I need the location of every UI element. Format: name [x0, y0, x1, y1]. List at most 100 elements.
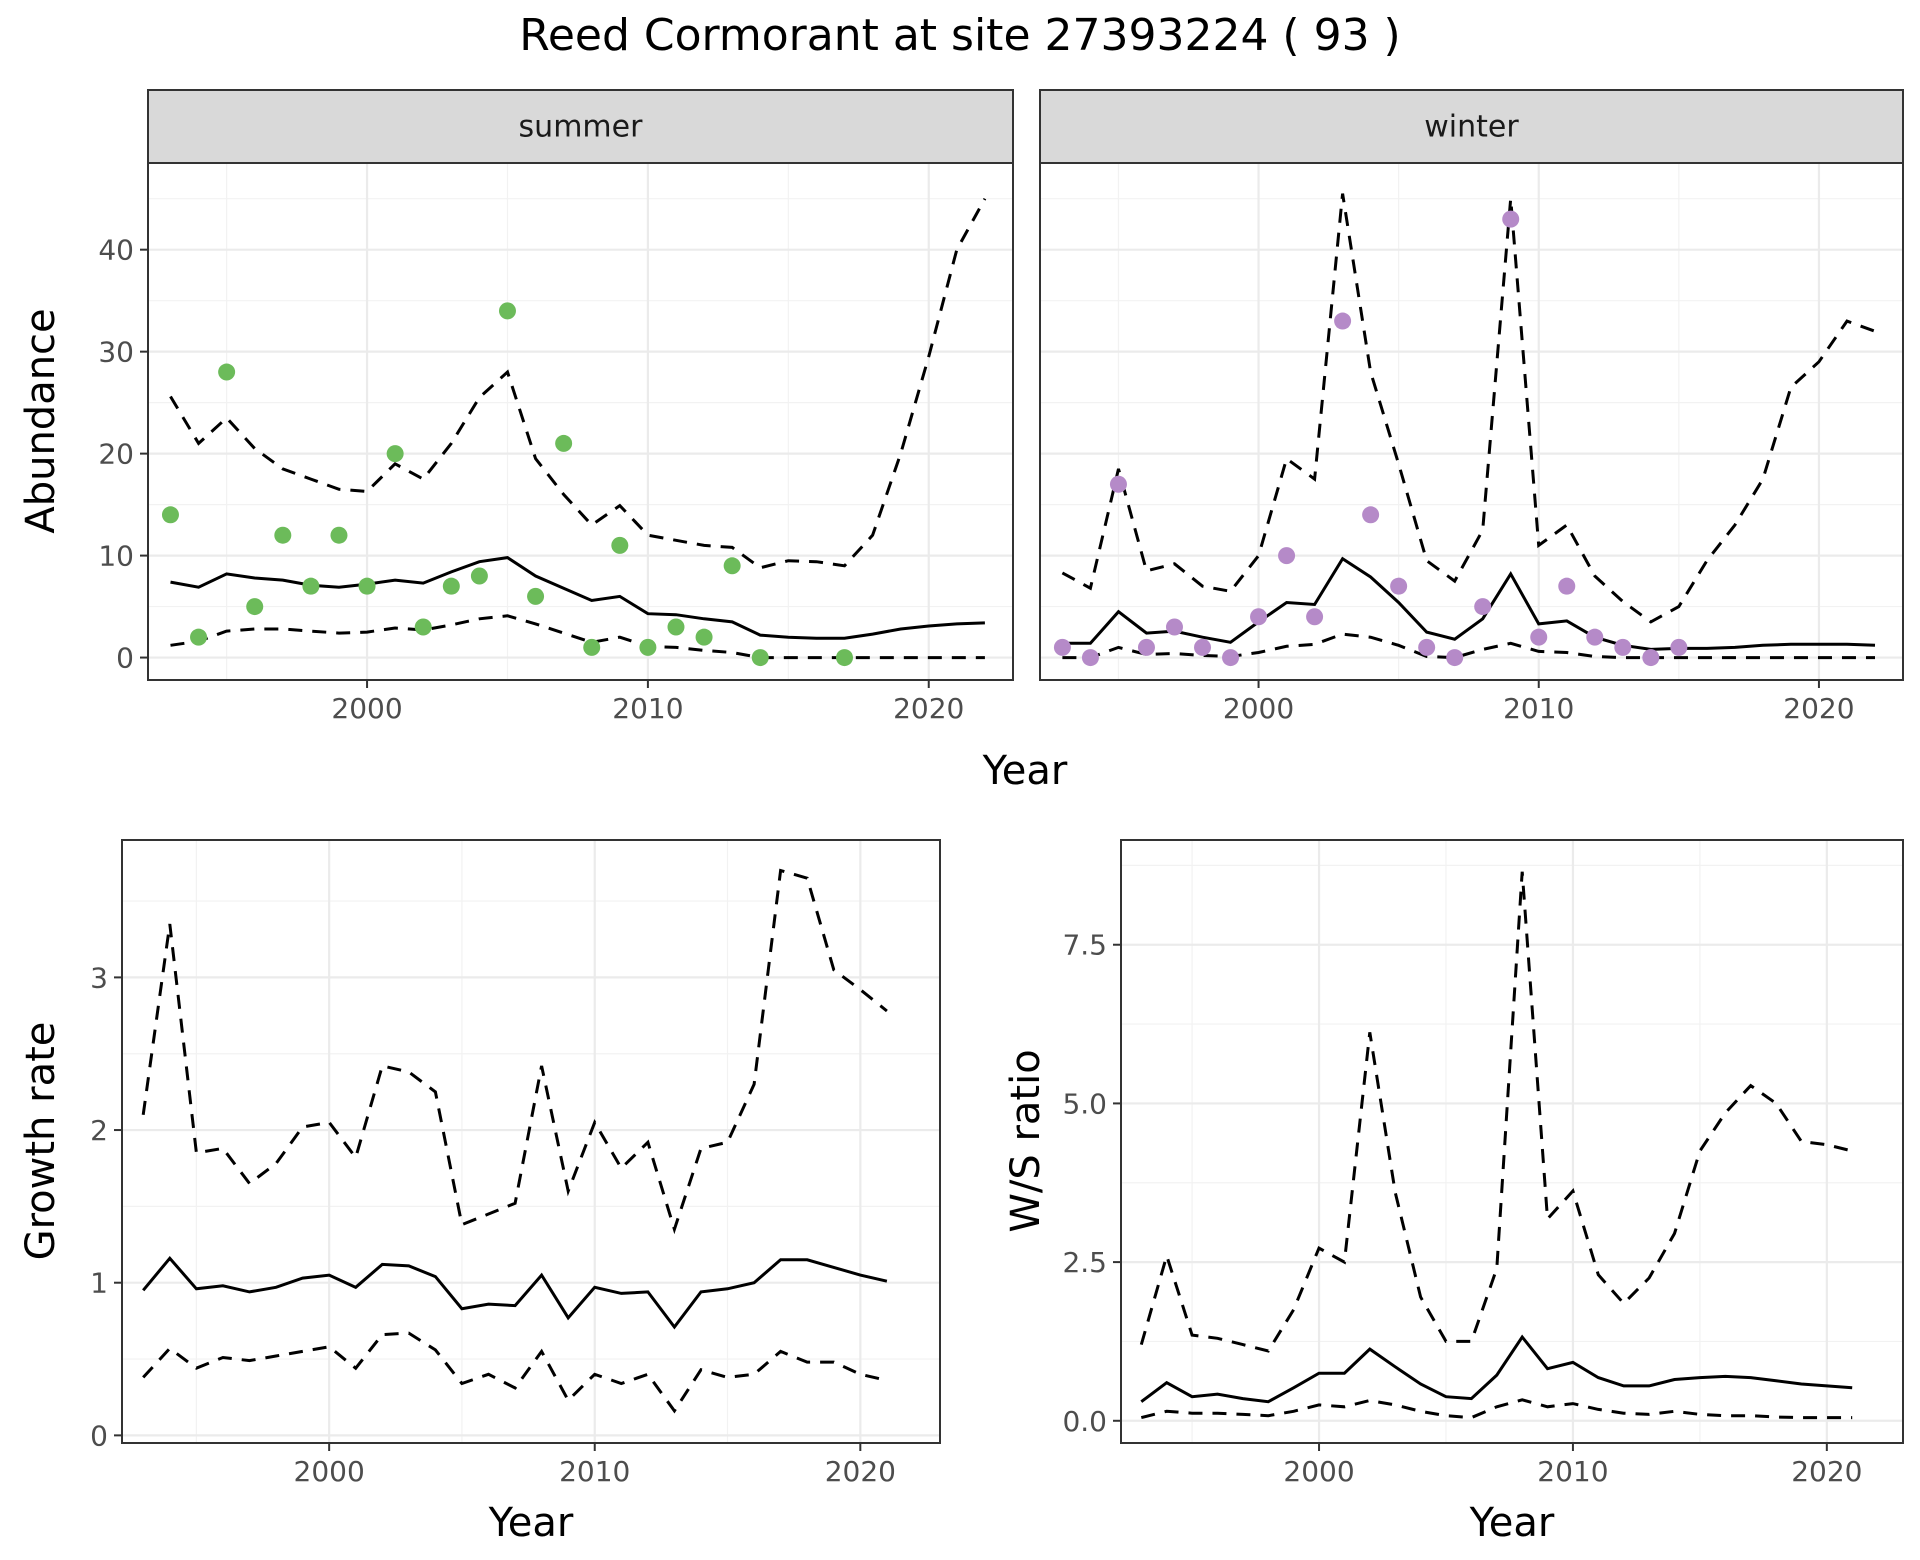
data-point [1222, 649, 1240, 667]
panel-border [1120, 839, 1904, 1444]
data-point [1530, 628, 1548, 646]
x-tick-label: 2020 [1791, 1455, 1862, 1488]
panel-panel-4: 2000 2010 2020 0.0 2.5 5.0 7.5 W/S ratio Year [1003, 839, 1904, 1546]
y-tick-label: 30 [98, 336, 134, 369]
plot-area [148, 163, 1013, 680]
x-tick-label: 2010 [1537, 1455, 1608, 1488]
panel-border [121, 839, 941, 1444]
x-tick-label: 2020 [1783, 692, 1854, 725]
data-point [274, 526, 292, 544]
y-tick-label: 2 [90, 1114, 108, 1147]
series-line-interval-2 [170, 614, 985, 660]
x-tick-label: 2000 [1223, 692, 1294, 725]
data-point [527, 587, 545, 605]
data-point [1334, 312, 1352, 330]
data-point [1670, 638, 1688, 656]
data-point [330, 526, 348, 544]
data-point [161, 506, 179, 524]
x-tick-label: 2000 [294, 1455, 365, 1488]
plot-area [1121, 840, 1903, 1443]
x-tick-label: 2020 [893, 692, 964, 725]
x-axis-title: Year [488, 1500, 574, 1546]
y-tick-label: 3 [90, 961, 108, 994]
x-tick-label: 2020 [825, 1455, 896, 1488]
y-tick-label: 7.5 [1062, 929, 1107, 962]
data-point [1306, 608, 1324, 626]
data-point [1502, 210, 1520, 228]
data-point [302, 577, 320, 595]
x-tick-label: 2010 [559, 1455, 630, 1488]
data-point [470, 567, 488, 585]
data-point [611, 536, 629, 554]
data-point [1109, 475, 1127, 493]
data-point [667, 618, 685, 636]
data-point [751, 649, 769, 667]
data-point [386, 445, 404, 463]
data-point [1278, 547, 1296, 565]
data-point [1194, 638, 1212, 656]
y-tick-label: 10 [98, 540, 134, 573]
plot-area [122, 840, 940, 1443]
data-point [1586, 628, 1604, 646]
y-axis-title: W/S ratio [1003, 1049, 1049, 1232]
series-line-estimate [1062, 556, 1876, 651]
data-point [583, 638, 601, 656]
facet-strip [147, 89, 1014, 164]
y-axis-title: Growth rate [18, 1022, 64, 1261]
y-axis-title: Abundance [18, 308, 64, 533]
figure-title: Reed Cormorant at site 27393224 ( 93 ) [519, 10, 1400, 61]
data-point [246, 598, 264, 616]
y-tick-label: 2.5 [1062, 1246, 1107, 1279]
y-tick-label: 20 [98, 438, 134, 471]
data-point [835, 649, 853, 667]
series-line-interval-2 [1062, 632, 1875, 660]
x-tick-label: 2010 [612, 692, 683, 725]
data-point [1390, 577, 1408, 595]
y-tick-label: 0 [116, 642, 134, 675]
data-point [1558, 577, 1576, 595]
panel-panel-3: 2000 2010 2020 0 1 2 3 Growth rate Year [18, 839, 941, 1546]
data-point [1081, 649, 1099, 667]
series-line-interval-2 [142, 1331, 888, 1414]
data-point [1418, 638, 1436, 656]
series-line-interval-2 [1140, 1398, 1853, 1420]
data-point [555, 434, 573, 452]
x-tick-label: 2000 [331, 692, 402, 725]
series-line-interval-1 [1139, 871, 1853, 1353]
data-point [1250, 608, 1268, 626]
data-point [1137, 638, 1155, 656]
x-tick-label: 2000 [1283, 1455, 1354, 1488]
y-tick-label: 0.0 [1062, 1405, 1107, 1438]
data-point [1446, 649, 1464, 667]
data-point [498, 302, 516, 320]
data-point [639, 638, 657, 656]
data-point [1165, 618, 1183, 636]
data-point [695, 628, 713, 646]
series-line-estimate [142, 1255, 888, 1330]
panel-winter: winter 2000 2010 2020 [1039, 89, 1904, 725]
series-line-estimate [1140, 1334, 1853, 1404]
x-tick-label: 2010 [1503, 692, 1574, 725]
plot-area [1040, 163, 1903, 680]
data-point [1362, 506, 1380, 524]
x-axis-title: Year [1469, 1500, 1555, 1546]
series-line-interval-1 [169, 197, 987, 570]
series-line-interval-1 [1061, 193, 1876, 624]
data-point [414, 618, 432, 636]
data-point [442, 577, 460, 595]
data-point [358, 577, 376, 595]
series-line-interval-1 [141, 868, 888, 1235]
shared-x-axis-title: Year [982, 748, 1068, 794]
y-tick-label: 5.0 [1062, 1087, 1107, 1120]
facet-strip-label: winter [1424, 110, 1519, 145]
facet-strip [1039, 89, 1904, 164]
data-point [218, 363, 236, 381]
panel-summer: summer 2000 2010 2020 0 10 20 30 40 Abundance [18, 89, 1014, 725]
data-point [1642, 649, 1660, 667]
data-point [1614, 638, 1632, 656]
data-point [1474, 598, 1492, 616]
data-point [190, 628, 208, 646]
y-tick-label: 40 [98, 234, 134, 267]
